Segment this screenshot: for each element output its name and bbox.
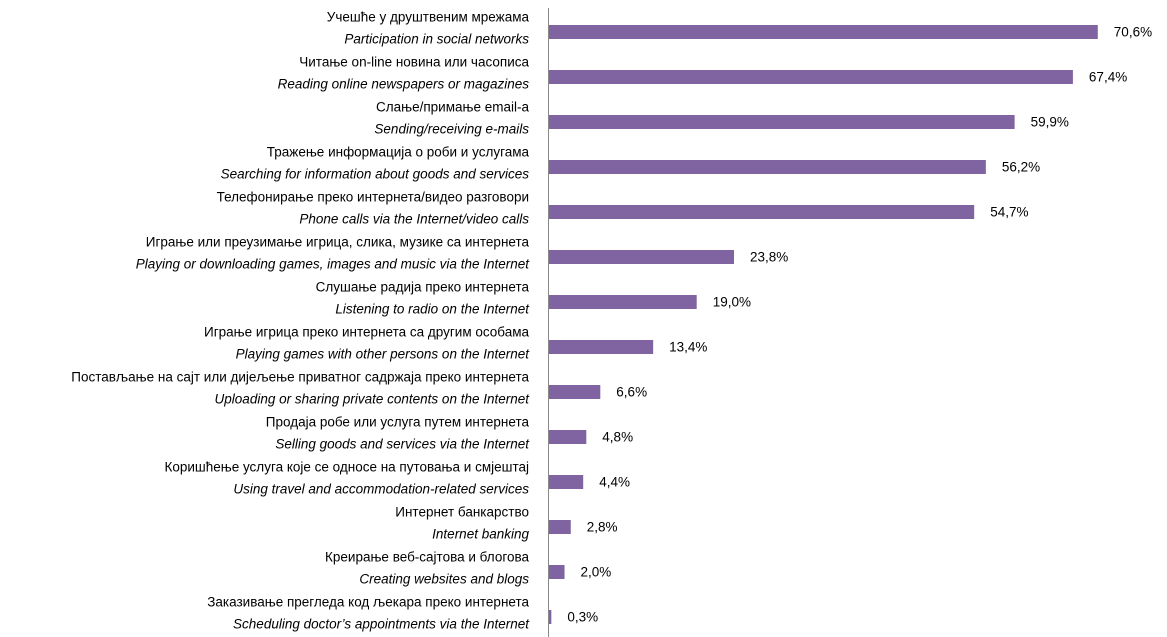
category-label-en: Using travel and accommodation-related s… xyxy=(233,482,529,497)
category-label: Коришћење услуга које се односе на путов… xyxy=(164,460,529,475)
bar xyxy=(549,430,587,444)
value-label: 2,8% xyxy=(587,520,618,535)
category-label-en: Scheduling doctor’s appointments via the… xyxy=(233,617,530,632)
value-label: 70,6% xyxy=(1114,25,1152,40)
bar xyxy=(549,115,1015,129)
category-label: Учешће у друштвеним мрежама xyxy=(327,10,530,25)
value-label: 54,7% xyxy=(990,205,1028,220)
category-label: Интернет банкарство xyxy=(395,505,529,520)
value-label: 6,6% xyxy=(616,385,647,400)
category-label: Постављање на сајт или дијељење приватно… xyxy=(71,370,529,385)
category-label: Заказивање прегледа код љекара преко инт… xyxy=(207,595,529,610)
category-label-en: Reading online newspapers or magazines xyxy=(278,77,530,92)
bar xyxy=(549,340,654,354)
bar xyxy=(549,385,601,399)
value-label: 67,4% xyxy=(1089,70,1127,85)
value-label: 2,0% xyxy=(581,565,612,580)
category-label-en: Sending/receiving e-mails xyxy=(374,122,529,137)
category-label: Креирање веб-сајтова и блогова xyxy=(325,550,529,565)
bar xyxy=(549,520,571,534)
category-label: Тражење информација о роби и услугама xyxy=(267,145,530,160)
value-label: 59,9% xyxy=(1031,115,1069,130)
category-label-en: Uploading or sharing private contents on… xyxy=(215,392,531,407)
bar xyxy=(549,160,986,174)
value-label: 13,4% xyxy=(669,340,707,355)
bar xyxy=(549,565,565,579)
bar xyxy=(549,610,552,624)
value-label: 56,2% xyxy=(1002,160,1040,175)
category-label: Телефонирање преко интернета/видео разго… xyxy=(217,190,529,205)
category-label-en: Internet banking xyxy=(432,527,529,542)
value-label: 19,0% xyxy=(713,295,751,310)
category-label-en: Phone calls via the Internet/video calls xyxy=(299,212,529,227)
category-label-en: Participation in social networks xyxy=(344,32,529,47)
category-label: Играње или преузимање игрица, слика, муз… xyxy=(146,235,530,250)
category-label: Играње игрица преко интернета са другим … xyxy=(204,325,529,340)
value-label: 4,8% xyxy=(602,430,633,445)
category-label-en: Playing or downloading games, images and… xyxy=(136,257,530,272)
bar xyxy=(549,70,1073,84)
bar xyxy=(549,475,584,489)
category-label: Слушање радија преко интернета xyxy=(316,280,530,295)
category-label-en: Creating websites and blogs xyxy=(359,572,529,587)
category-label: Продаја робе или услуга путем интернета xyxy=(266,415,530,430)
category-label-en: Playing games with other persons on the … xyxy=(236,347,531,362)
value-label: 0,3% xyxy=(567,610,598,625)
value-label: 23,8% xyxy=(750,250,788,265)
value-label: 4,4% xyxy=(599,475,630,490)
category-label-en: Listening to radio on the Internet xyxy=(335,302,530,317)
category-label-en: Searching for information about goods an… xyxy=(221,167,530,182)
bar xyxy=(549,250,735,264)
bar xyxy=(549,205,975,219)
category-label-en: Selling goods and services via the Inter… xyxy=(275,437,530,452)
category-label: Читање on-line новина или часописа xyxy=(299,55,529,70)
bar xyxy=(549,25,1098,39)
category-label: Слање/примање email-a xyxy=(376,100,529,115)
bar xyxy=(549,295,697,309)
